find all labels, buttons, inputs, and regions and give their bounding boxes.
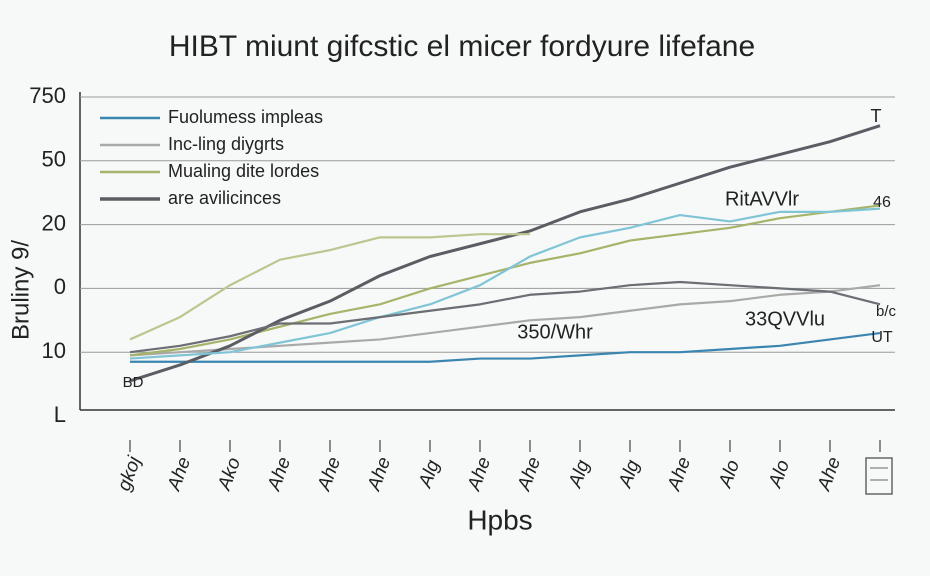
annotation: BD (123, 374, 144, 391)
x-axis-label: Hpbs (467, 504, 532, 535)
y-tick-label: 20 (42, 210, 66, 235)
legend-label: Mualing dite lordes (168, 161, 319, 181)
annotation: T (871, 106, 882, 126)
y-tick-label: L (54, 402, 66, 427)
y-axis-label: Bruliny 9/ (7, 240, 34, 340)
line (129, 233, 530, 341)
annotation: RitAVVlr (725, 188, 799, 210)
y-tick-label: 0 (54, 274, 66, 299)
line (129, 124, 881, 383)
x-tick-icon (865, 457, 893, 495)
annotation: 350/Whr (517, 321, 593, 343)
y-tick-label: 10 (42, 338, 66, 363)
legend-label: Inc-ling diygrts (168, 134, 284, 154)
annotation: b/c (876, 303, 897, 320)
line (130, 331, 881, 363)
annotation: UT (871, 329, 893, 346)
y-tick-label: 50 (42, 147, 66, 172)
line (129, 207, 881, 360)
y-tick-label: 750 (29, 83, 66, 108)
legend-label: Fuolumess impleas (168, 107, 323, 127)
line (129, 280, 881, 354)
chart-title: HIBT miunt gifcstic el micer fordyure li… (169, 30, 755, 63)
legend-label: are avilicinces (168, 188, 281, 208)
annotation: 46 (873, 194, 891, 211)
annotation: 33QVVlu (745, 308, 825, 330)
